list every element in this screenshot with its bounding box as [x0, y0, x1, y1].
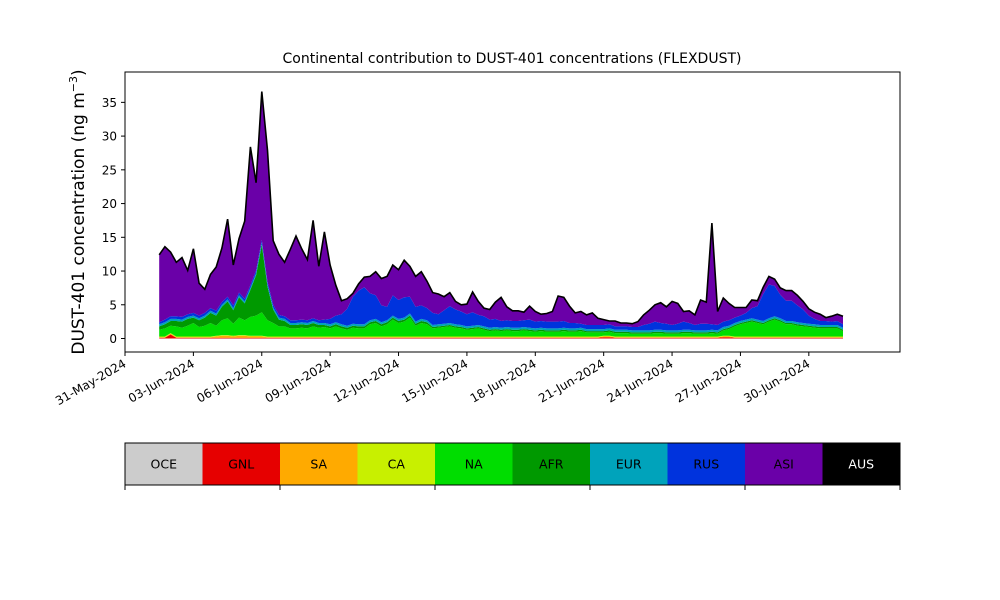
legend-swatch-oce — [125, 443, 203, 485]
legend-swatch-afr — [512, 443, 591, 485]
legend-swatch-gnl — [202, 443, 281, 485]
legend-swatch-sa — [280, 443, 358, 485]
x-tick-label: 18-Jun-2024 — [468, 356, 539, 405]
legend-label-ca: CA — [388, 457, 406, 472]
legend-label-afr: AFR — [539, 457, 564, 472]
y-axis-label-text: DUST-401 concentration (ng m — [69, 92, 89, 354]
x-axis: 31-May-202403-Jun-202406-Jun-202409-Jun-… — [53, 352, 812, 408]
x-tick-label: 06-Jun-2024 — [194, 356, 265, 405]
legend-label-eur: EUR — [616, 457, 642, 472]
legend-swatch-na — [435, 443, 513, 485]
legend-swatch-eur — [590, 443, 668, 485]
area-asi — [159, 91, 843, 327]
area-gnl — [159, 334, 843, 339]
x-tick-label: 03-Jun-2024 — [126, 356, 197, 405]
y-tick-label: 10 — [102, 265, 117, 279]
area-ca — [159, 333, 843, 338]
total-outline — [158, 91, 844, 325]
legend-label-aus: AUS — [848, 457, 874, 472]
legend-swatch-ca — [357, 443, 436, 485]
legend: OCE GNL SA CA NA AFR EUR RUS ASI AUS — [124, 442, 901, 490]
legend-swatch-asi — [745, 443, 823, 485]
x-tick-label: 09-Jun-2024 — [263, 356, 334, 405]
legend-label-rus: RUS — [693, 457, 719, 472]
legend-label-sa: SA — [310, 457, 327, 472]
legend-swatch-rus — [667, 443, 746, 485]
y-axis-label-close: ) — [69, 69, 89, 76]
stacked-areas — [159, 91, 843, 339]
y-axis: 0 5 10 15 20 25 30 35 — [102, 96, 125, 346]
legend-label-gnl: GNL — [228, 457, 254, 472]
y-axis-label-superscript: −3 — [67, 76, 80, 92]
y-tick-label: 5 — [109, 298, 117, 312]
y-tick-label: 35 — [102, 96, 117, 110]
x-tick-label: 15-Jun-2024 — [399, 356, 470, 405]
y-tick-label: 20 — [102, 197, 117, 211]
legend-label-oce: OCE — [151, 457, 178, 472]
legend-swatch-aus — [822, 443, 901, 485]
y-tick-label: 25 — [102, 163, 117, 177]
plot-frame — [124, 71, 901, 353]
x-tick-label: 24-Jun-2024 — [605, 356, 676, 405]
chart-title: Continental contribution to DUST-401 con… — [283, 51, 742, 67]
y-tick-label: 15 — [102, 231, 117, 245]
y-axis-label: DUST-401 concentration (ng m−3) — [67, 69, 89, 354]
area-na — [159, 312, 843, 337]
legend-label-na: NA — [465, 457, 483, 472]
y-tick-label: 0 — [109, 332, 117, 346]
area-sa — [159, 333, 843, 338]
legend-frame — [124, 442, 901, 486]
legend-label-asi: ASI — [774, 457, 794, 472]
x-tick-label: 30-Jun-2024 — [741, 356, 812, 405]
x-tick-label: 12-Jun-2024 — [331, 356, 402, 405]
x-tick-label: 31-May-2024 — [53, 356, 128, 408]
x-tick-label: 27-Jun-2024 — [673, 356, 744, 405]
y-tick-label: 30 — [102, 130, 117, 144]
x-tick-label: 21-Jun-2024 — [536, 356, 607, 405]
